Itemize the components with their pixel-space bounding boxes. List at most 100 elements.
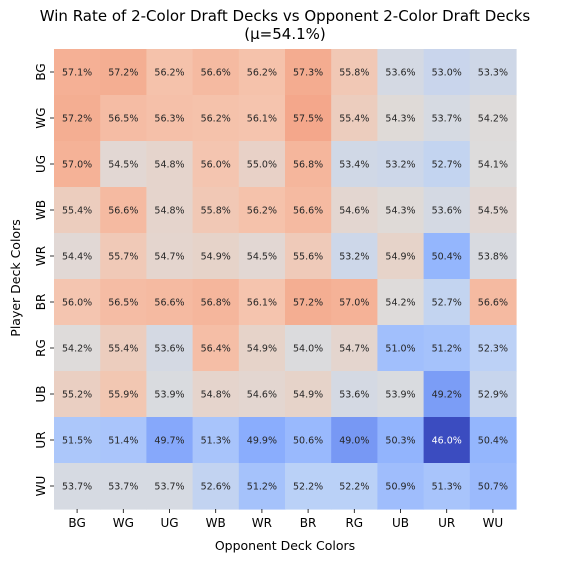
heatmap-cells: 57.1% 57.2% 56.2% 56.6% 56.2% 57.3% 55.8% 53.6%… <box>54 49 517 510</box>
heatmap-cell-WU-vs-UR <box>423 463 471 510</box>
heatmap-cell-RG-vs-BR <box>285 325 332 372</box>
heatmap-cell-UG-vs-WG <box>100 141 147 188</box>
heatmap-cell-WU-vs-BG <box>54 463 101 510</box>
heatmap-cell-WR-vs-BG <box>54 233 101 280</box>
cell-value-label: 54.2% <box>62 344 92 355</box>
cell-value-label: 49.9% <box>247 436 277 447</box>
cell-value-label: 54.4% <box>62 252 92 263</box>
heatmap-cell-UR-vs-UB <box>377 417 425 464</box>
cell-value-label: 55.9% <box>108 390 138 401</box>
cell-value-label: 56.0% <box>201 160 231 171</box>
cell-value-label: 54.7% <box>154 252 184 263</box>
cell-value-label: 49.0% <box>339 436 369 447</box>
heatmap-cell-BR-vs-WB <box>192 279 240 326</box>
heatmap-cell-BR-vs-UB <box>377 279 425 326</box>
cell-value-label: 46.0% <box>432 436 462 447</box>
cell-value-label: 54.9% <box>247 344 277 355</box>
heatmap-cell-WG-vs-WU <box>469 95 517 142</box>
heatmap-cell-WB-vs-UB <box>377 187 425 234</box>
cell-value-label: 52.2% <box>339 482 369 493</box>
cell-value-label: 53.7% <box>62 482 92 493</box>
cell-value-label: 52.3% <box>478 344 508 355</box>
cell-value-label: 54.5% <box>478 206 508 217</box>
cell-value-label: 56.5% <box>108 114 138 125</box>
cell-value-label: 53.6% <box>432 206 462 217</box>
cell-value-label: 53.3% <box>478 68 508 79</box>
cell-value-label: 54.3% <box>385 206 415 217</box>
x-tick-label: BG <box>68 516 85 530</box>
cell-value-label: 49.7% <box>154 436 184 447</box>
heatmap-cell-WG-vs-BG <box>54 95 101 142</box>
heatmap-cell-BG-vs-UB <box>377 49 425 96</box>
cell-value-label: 54.8% <box>154 160 184 171</box>
cell-value-label: 57.0% <box>62 160 92 171</box>
cell-value-label: 54.9% <box>201 252 231 263</box>
heatmap-cell-UR-vs-UG <box>146 417 194 464</box>
cell-value-label: 53.4% <box>339 160 369 171</box>
y-tick-label: WU <box>34 476 48 497</box>
heatmap-cell-WU-vs-WR <box>238 463 286 510</box>
heatmap-cell-UB-vs-WG <box>100 371 147 418</box>
cell-value-label: 54.0% <box>293 344 323 355</box>
cell-value-label: 57.2% <box>293 298 323 309</box>
heatmap-cell-BR-vs-WG <box>100 279 147 326</box>
heatmap-cell-BG-vs-WG <box>100 49 147 96</box>
heatmap-cell-WB-vs-WR <box>238 187 286 234</box>
x-tick-label: WU <box>483 516 504 530</box>
heatmap-cell-UG-vs-WU <box>469 141 517 188</box>
heatmap-cell-BG-vs-BR <box>285 49 332 96</box>
heatmap-cell-WG-vs-BR <box>285 95 332 142</box>
heatmap-cell-UB-vs-UB <box>377 371 425 418</box>
x-axis-label: Opponent Deck Colors <box>215 538 355 553</box>
heatmap-cell-WG-vs-UR <box>423 95 471 142</box>
heatmap-cell-WR-vs-UR <box>423 233 471 280</box>
y-tick-label: BR <box>34 294 48 311</box>
cell-value-label: 54.5% <box>247 252 277 263</box>
heatmap-cell-WB-vs-BR <box>285 187 332 234</box>
heatmap-cell-UG-vs-WB <box>192 141 240 188</box>
cell-value-label: 53.9% <box>385 390 415 401</box>
cell-value-label: 49.2% <box>432 390 462 401</box>
heatmap-cell-BG-vs-UR <box>423 49 471 96</box>
cell-value-label: 54.6% <box>247 390 277 401</box>
heatmap-cell-WB-vs-WG <box>100 187 147 234</box>
y-tick-label: UR <box>34 431 48 448</box>
heatmap-cell-WR-vs-UB <box>377 233 425 280</box>
x-tick-label: UR <box>438 516 455 530</box>
heatmap-cell-UR-vs-UR <box>423 417 471 464</box>
heatmap-cell-WG-vs-UB <box>377 95 425 142</box>
heatmap-cell-UB-vs-BG <box>54 371 101 418</box>
cell-value-label: 54.2% <box>385 298 415 309</box>
heatmap-cell-BR-vs-UG <box>146 279 194 326</box>
cell-value-label: 52.7% <box>432 298 462 309</box>
heatmap-cell-WU-vs-UG <box>146 463 194 510</box>
cell-value-label: 55.2% <box>62 390 92 401</box>
heatmap-cell-WU-vs-RG <box>331 463 378 510</box>
heatmap-cell-BG-vs-UG <box>146 49 194 96</box>
heatmap-cell-UG-vs-UG <box>146 141 194 188</box>
x-tick-label: UG <box>160 516 178 530</box>
y-tick-label: RG <box>34 339 48 357</box>
heatmap-cell-WG-vs-WB <box>192 95 240 142</box>
cell-value-label: 56.2% <box>247 206 277 217</box>
heatmap-cell-BR-vs-BR <box>285 279 332 326</box>
cell-value-label: 50.4% <box>432 252 462 263</box>
cell-value-label: 54.6% <box>339 206 369 217</box>
heatmap-cell-UR-vs-BG <box>54 417 101 464</box>
cell-value-label: 57.3% <box>293 68 323 79</box>
heatmap-cell-WR-vs-WG <box>100 233 147 280</box>
y-tick-label: UB <box>34 385 48 402</box>
cell-value-label: 54.1% <box>478 160 508 171</box>
cell-value-label: 56.2% <box>247 68 277 79</box>
cell-value-label: 56.3% <box>154 114 184 125</box>
heatmap-cell-BR-vs-WU <box>469 279 517 326</box>
cell-value-label: 53.0% <box>432 68 462 79</box>
cell-value-label: 57.2% <box>108 68 138 79</box>
cell-value-label: 51.0% <box>385 344 415 355</box>
heatmap-cell-RG-vs-WB <box>192 325 240 372</box>
heatmap-cell-WB-vs-BG <box>54 187 101 234</box>
heatmap-cell-BG-vs-WR <box>238 49 286 96</box>
cell-value-label: 52.2% <box>293 482 323 493</box>
cell-value-label: 52.7% <box>432 160 462 171</box>
y-tick-label: BG <box>34 63 48 80</box>
